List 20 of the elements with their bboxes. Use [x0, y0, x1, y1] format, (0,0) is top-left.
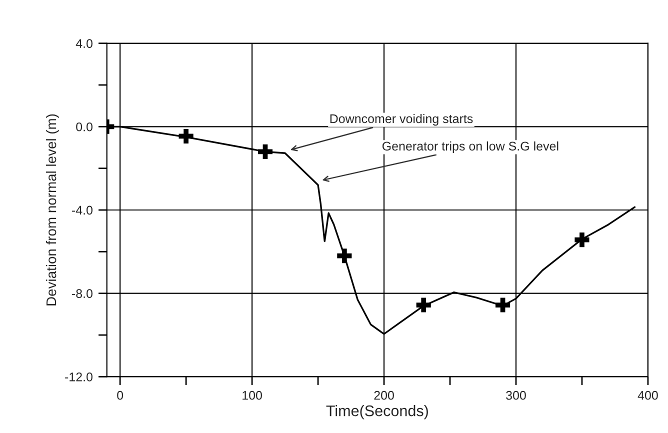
x-tick-label: 200 — [374, 390, 394, 400]
y-axis-title: Deviation from normal level (m) — [46, 114, 59, 306]
point — [416, 298, 431, 312]
y-tick-label: -4.0 — [72, 206, 93, 215]
point — [574, 232, 590, 248]
annotation: Downcomer voiding starts — [330, 114, 473, 126]
point — [337, 248, 352, 264]
x-axis-title: Time(Seconds) — [326, 405, 428, 420]
point — [178, 128, 194, 144]
y-tick-label: 4.0 — [76, 39, 93, 48]
annotation: Generator trips on low S.G level — [382, 141, 558, 154]
x-tick-label: 300 — [506, 390, 526, 400]
x-tick-label: 400 — [638, 390, 658, 400]
x-tick-label: 0 — [117, 390, 124, 400]
point — [258, 144, 273, 159]
point — [496, 298, 510, 312]
y-tick-label: 0.0 — [76, 122, 93, 132]
y-tick-label: -12.0 — [65, 372, 93, 382]
x-tick-label: 100 — [242, 390, 262, 400]
y-tick-label: -8.0 — [72, 289, 93, 298]
